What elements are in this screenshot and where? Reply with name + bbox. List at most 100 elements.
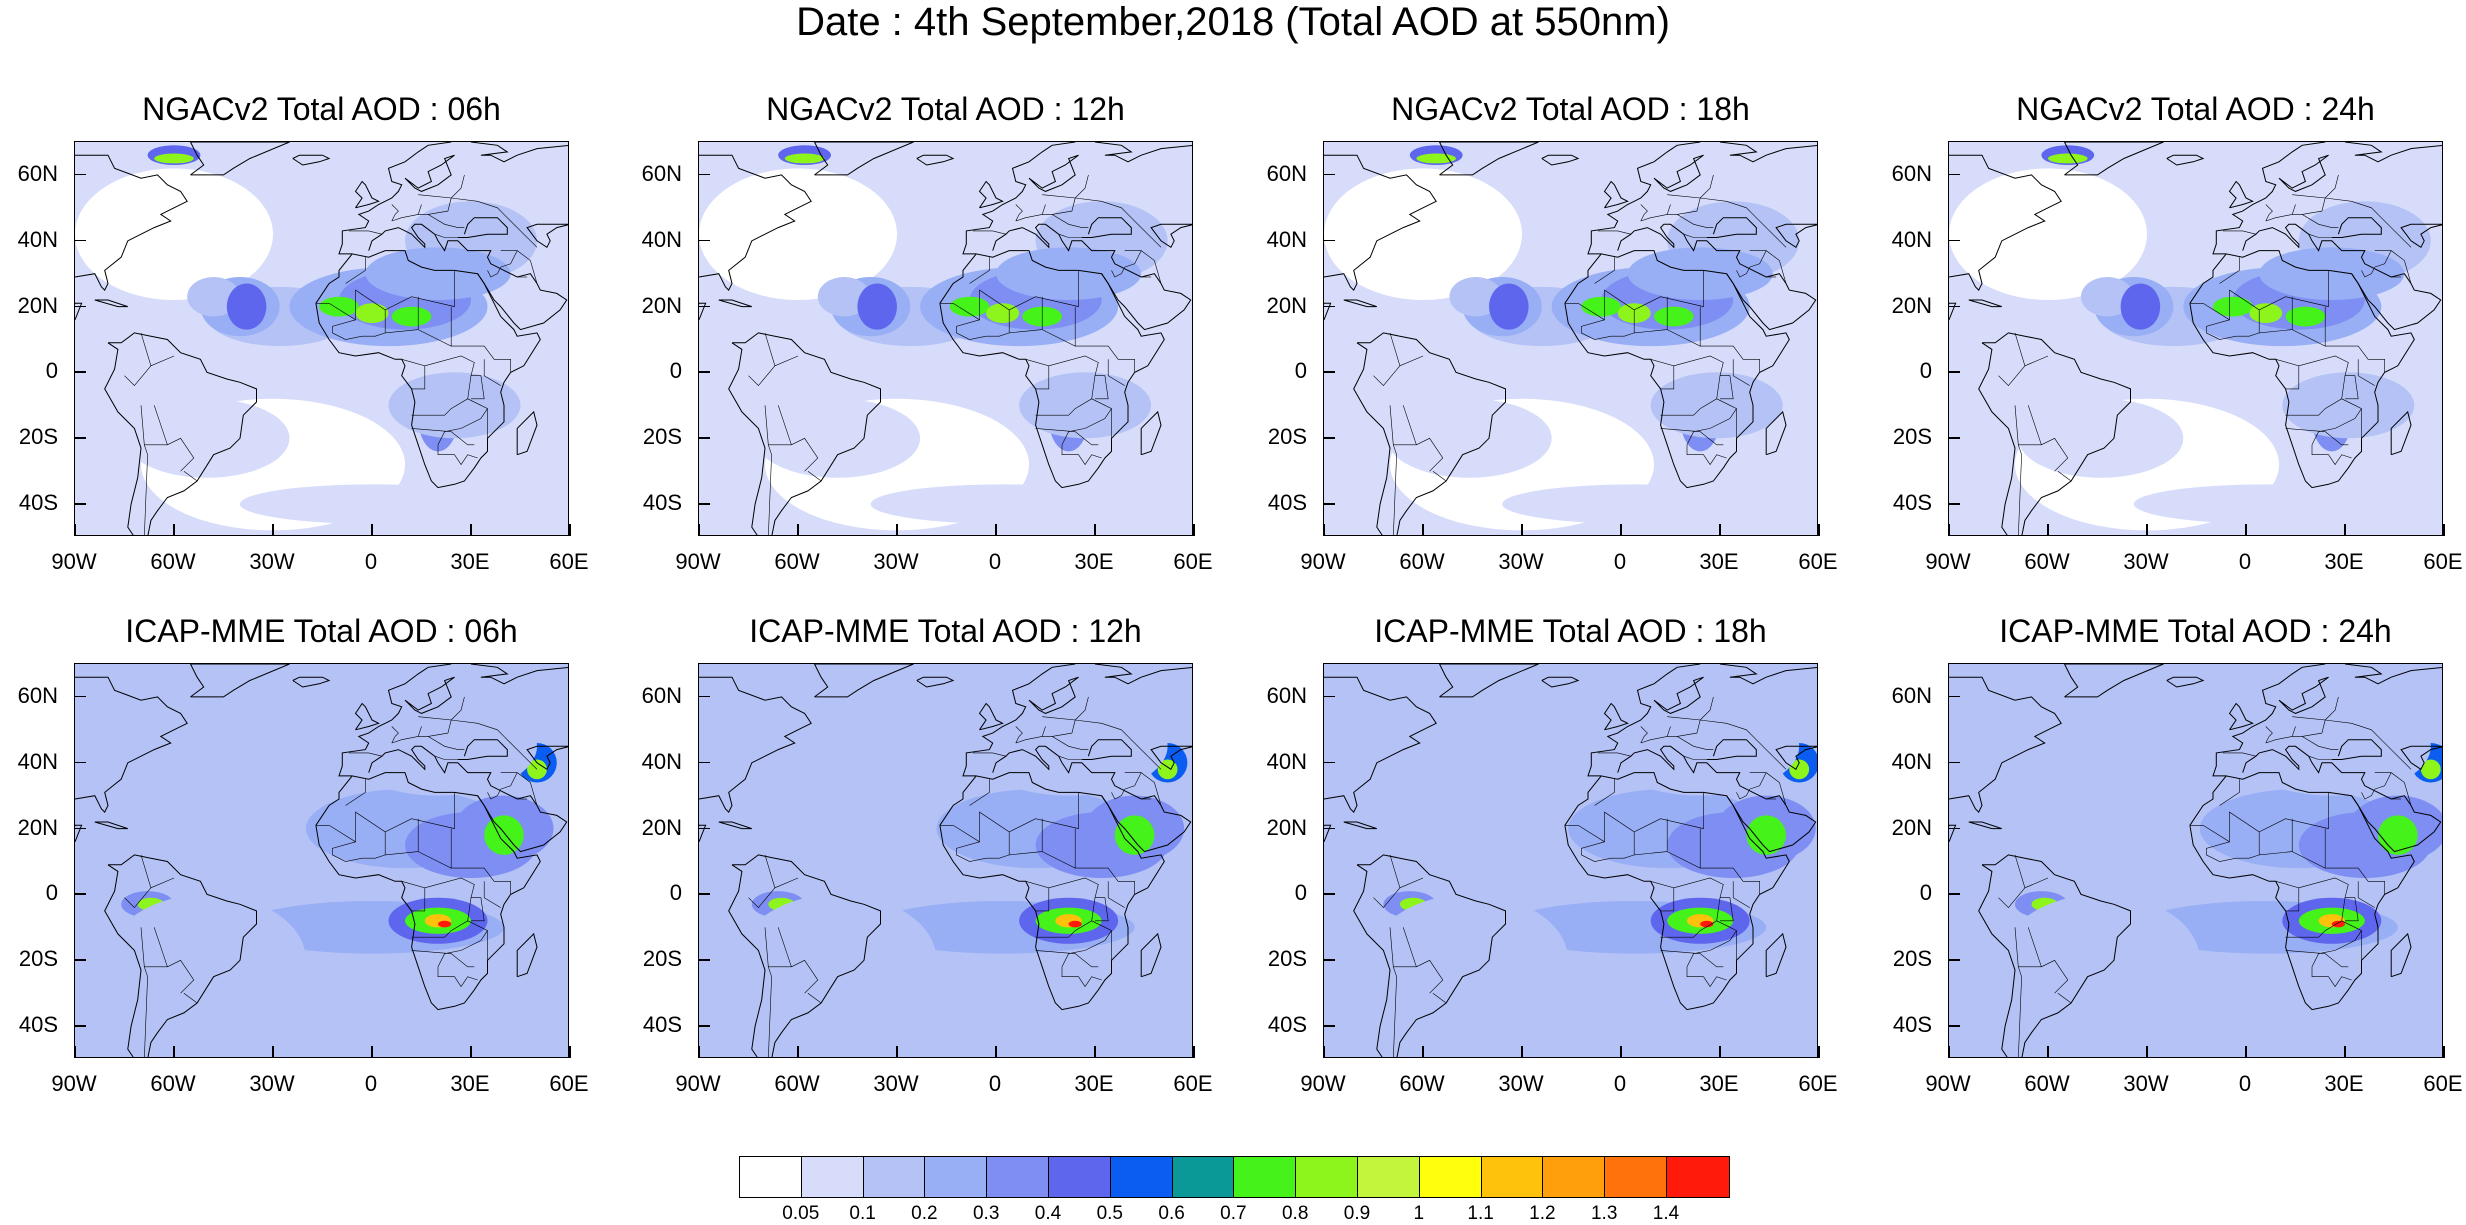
figure-title: Date : 4th September,2018 (Total AOD at … xyxy=(0,0,2466,44)
longitude-tick xyxy=(470,524,472,536)
aod-plume xyxy=(996,247,1141,300)
aod-plume xyxy=(785,154,825,164)
longitude-tick-label: 90W xyxy=(1913,550,1983,574)
colorbar-swatch xyxy=(987,1157,1049,1197)
aod-plume xyxy=(392,307,432,327)
colorbar-swatch xyxy=(1296,1157,1358,1197)
longitude-tick xyxy=(1323,524,1325,536)
latitude-tick xyxy=(1948,240,1960,242)
latitude-tick-label: 40S xyxy=(0,1014,58,1036)
longitude-tick-label: 60W xyxy=(138,550,208,574)
longitude-tick xyxy=(2344,1046,2346,1058)
aod-plume xyxy=(2233,697,2431,796)
longitude-tick xyxy=(569,524,571,536)
longitude-tick xyxy=(2245,1046,2247,1058)
longitude-tick-label: 30E xyxy=(435,550,505,574)
longitude-tick xyxy=(470,1046,472,1058)
latitude-tick xyxy=(698,893,710,895)
latitude-tick-label: 0 xyxy=(0,360,58,382)
longitude-tick-label: 30E xyxy=(435,1072,505,1096)
colorbar-swatch xyxy=(1543,1157,1605,1197)
latitude-tick-label: 40N xyxy=(622,229,682,251)
longitude-tick xyxy=(995,1046,997,1058)
longitude-tick-label: 30E xyxy=(1684,550,1754,574)
latitude-tick xyxy=(1323,893,1335,895)
longitude-tick-label: 60W xyxy=(138,1072,208,1096)
longitude-tick xyxy=(1193,1046,1195,1058)
longitude-tick xyxy=(1719,1046,1721,1058)
longitude-tick-label: 60W xyxy=(1387,550,1457,574)
longitude-tick-label: 30E xyxy=(1059,550,1129,574)
latitude-tick xyxy=(1948,503,1960,505)
longitude-tick xyxy=(173,1046,175,1058)
longitude-tick-label: 0 xyxy=(336,550,406,574)
latitude-tick xyxy=(74,828,86,830)
longitude-tick-label: 30W xyxy=(237,550,307,574)
longitude-tick xyxy=(2146,1046,2148,1058)
colorbar-swatch xyxy=(1605,1157,1667,1197)
longitude-tick-label: 60E xyxy=(534,1072,604,1096)
latitude-tick-label: 40S xyxy=(622,1014,682,1036)
aod-plume xyxy=(1069,921,1082,928)
latitude-tick-label: 0 xyxy=(1872,360,1932,382)
latitude-tick-label: 20N xyxy=(1247,295,1307,317)
latitude-tick-label: 60N xyxy=(622,685,682,707)
aod-plume xyxy=(1628,247,1773,300)
longitude-tick-label: 90W xyxy=(39,1072,109,1096)
latitude-tick-label: 20S xyxy=(622,948,682,970)
latitude-tick xyxy=(1948,306,1960,308)
longitude-tick xyxy=(1521,524,1523,536)
latitude-tick xyxy=(1323,437,1335,439)
longitude-tick-label: 0 xyxy=(1585,1072,1655,1096)
aod-plume xyxy=(154,154,194,164)
longitude-tick xyxy=(1521,1046,1523,1058)
aod-plume xyxy=(438,921,451,928)
longitude-tick-label: 30W xyxy=(1486,550,1556,574)
latitude-tick xyxy=(1323,696,1335,698)
longitude-tick-label: 60E xyxy=(534,550,604,574)
latitude-tick-label: 40S xyxy=(1872,1014,1932,1036)
panel-title: NGACv2 Total AOD : 24h xyxy=(1896,91,2466,127)
longitude-tick xyxy=(1422,524,1424,536)
latitude-tick-label: 60N xyxy=(1247,163,1307,185)
latitude-tick xyxy=(1948,893,1960,895)
latitude-tick-label: 20N xyxy=(622,295,682,317)
aod-plume xyxy=(1469,977,1799,1043)
aod-plume xyxy=(2282,372,2414,438)
aod-plume xyxy=(207,977,537,1043)
aod-plume xyxy=(986,303,1019,323)
colorbar-swatch xyxy=(1234,1157,1296,1197)
latitude-tick-label: 20N xyxy=(622,817,682,839)
latitude-tick-label: 20N xyxy=(1872,295,1932,317)
longitude-tick xyxy=(1620,524,1622,536)
longitude-tick-label: 30W xyxy=(861,550,931,574)
longitude-tick xyxy=(698,524,700,536)
latitude-tick xyxy=(698,174,710,176)
longitude-tick xyxy=(272,1046,274,1058)
aod-plume xyxy=(356,303,389,323)
aod-plume xyxy=(1502,484,1766,524)
longitude-tick xyxy=(1719,524,1721,536)
aod-map-panel xyxy=(74,141,569,536)
longitude-tick xyxy=(1620,1046,1622,1058)
aod-plume xyxy=(240,484,504,524)
colorbar-swatch xyxy=(1420,1157,1482,1197)
aod-map-panel xyxy=(698,663,1193,1058)
latitude-tick-label: 40N xyxy=(1872,751,1932,773)
longitude-tick-label: 60E xyxy=(1158,550,1228,574)
longitude-tick-label: 0 xyxy=(2210,1072,2280,1096)
longitude-tick-label: 0 xyxy=(960,1072,1030,1096)
latitude-tick xyxy=(698,1025,710,1027)
colorbar-swatch xyxy=(740,1157,802,1197)
aod-plume xyxy=(2101,977,2431,1043)
longitude-tick-label: 90W xyxy=(663,550,733,574)
latitude-tick-label: 20N xyxy=(0,295,58,317)
longitude-tick xyxy=(2047,524,2049,536)
longitude-tick xyxy=(173,524,175,536)
latitude-tick-label: 0 xyxy=(0,882,58,904)
latitude-tick xyxy=(1323,762,1335,764)
latitude-tick-label: 20S xyxy=(622,426,682,448)
aod-plume xyxy=(838,977,1168,1043)
aod-plume xyxy=(857,284,897,330)
longitude-tick-label: 90W xyxy=(39,550,109,574)
